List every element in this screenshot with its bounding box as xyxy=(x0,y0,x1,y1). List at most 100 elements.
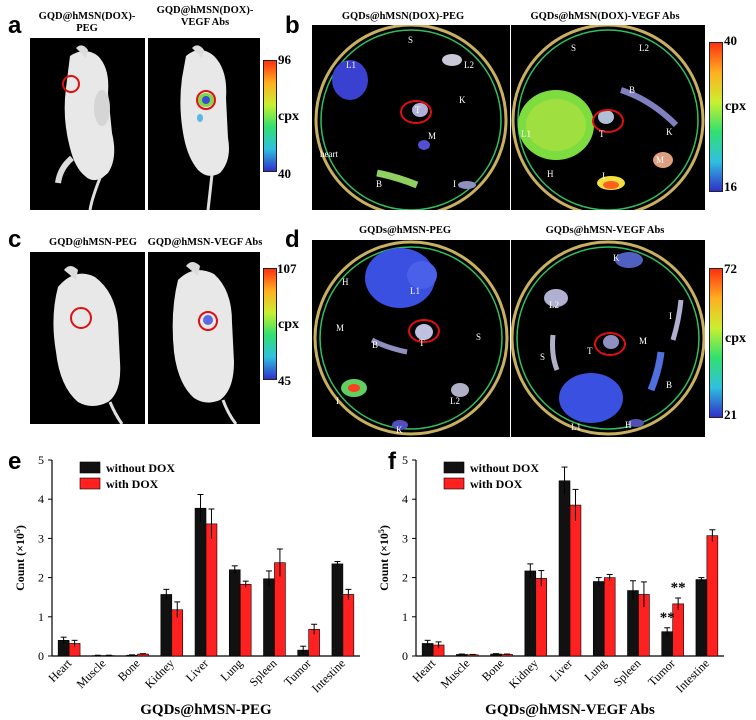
panel-d-left-organ-S: S xyxy=(476,332,482,342)
chart-e-xtick-label: Heart xyxy=(45,656,74,685)
panel-b-right-organ-K: K xyxy=(666,127,673,137)
chart-e-xtick-label: Intestine xyxy=(309,656,348,695)
panel-d-colorbar xyxy=(709,268,723,418)
panel-d-left-organ-I: I xyxy=(336,396,339,406)
chart-e-bar-without-dox xyxy=(160,594,173,657)
panel-d-colorbar-min: 21 xyxy=(724,407,737,422)
chart-e-ytick-label: 1 xyxy=(38,610,44,624)
chart-e-bar-with-dox xyxy=(342,594,355,657)
panel-b-left-organ-heart: heart xyxy=(320,149,338,159)
chart-f-significance-mark: ** xyxy=(660,610,675,626)
panel-c-left-mouse-image xyxy=(30,252,145,424)
panel-b-right-dish-image: S L2 B L1 T K H M I xyxy=(511,25,705,210)
chart-f-xtick-label: Tumor xyxy=(645,656,678,689)
panel-b-right-organ-H: H xyxy=(547,169,554,179)
panel-a-colorbar-max: 96 xyxy=(278,52,291,67)
panel-c-colorbar-unit: cpx xyxy=(278,317,299,332)
chart-e-xtick-label: Tumor xyxy=(281,656,314,689)
panel-letter-e: e xyxy=(8,448,22,475)
panel-b-colorbar-min: 16 xyxy=(724,179,737,194)
panel-d-right-organ-L1: L1 xyxy=(571,422,581,432)
panel-d-right-organ-L2: L2 xyxy=(549,300,559,310)
chart-e-ytick-label: 4 xyxy=(38,492,44,506)
chart-e-legend-label: without DOX xyxy=(106,461,175,475)
panel-d-right-tumor-circle xyxy=(594,332,626,356)
chart-f-legend-swatch xyxy=(443,461,465,474)
chart-f-xtick-label: Lung xyxy=(582,656,610,684)
panel-d-left-organ-B: B xyxy=(372,340,379,350)
panel-letter-b: b xyxy=(285,12,300,39)
panel-d-left-organ-M: M xyxy=(336,323,345,333)
panel-c-colorbar-max: 107 xyxy=(277,261,297,276)
panel-letter-d: d xyxy=(285,226,300,253)
panel-b-left-organ-L1: L1 xyxy=(346,60,356,70)
chart-f-ytick-label: 3 xyxy=(402,531,408,545)
panel-c-right-tumor-circle xyxy=(198,311,218,331)
chart-f-xtick-label: Muscle xyxy=(438,656,473,691)
chart-e-bar-with-dox xyxy=(205,523,218,657)
panel-a-left-label: GQD@hMSN(DOX)-PEG xyxy=(38,11,136,34)
panel-d-colorbar-unit: cpx xyxy=(725,331,746,346)
panel-d-left-organ-L1: L1 xyxy=(410,286,420,296)
chart-f-xtick-label: Heart xyxy=(409,656,438,685)
chart-e-ylabel: Count (×105) xyxy=(13,525,28,591)
panel-letter-a: a xyxy=(8,12,22,39)
chart-f-bar-with-dox xyxy=(569,504,582,657)
chart-f-xlabel: GQDs@hMSN-VEGF Abs xyxy=(485,702,655,718)
panel-b-right-organ-S: S xyxy=(571,43,577,53)
panel-b-left-tumor-circle xyxy=(400,100,432,124)
panel-d-left-organ-H: H xyxy=(342,277,349,287)
panel-b-right-organ-I: I xyxy=(602,171,605,181)
panel-b-left-organ-S: S xyxy=(408,35,414,45)
panel-b-colorbar-max: 40 xyxy=(724,33,737,48)
panel-b-right-tumor-circle xyxy=(592,109,624,133)
panel-a-left-mouse-image xyxy=(30,38,145,210)
chart-e-legend-swatch xyxy=(79,477,101,490)
panel-a-colorbar-min: 40 xyxy=(278,166,291,181)
panel-b-colorbar xyxy=(709,42,723,192)
chart-e-ytick-label: 5 xyxy=(38,453,44,467)
chart-f-bar-without-dox xyxy=(524,570,537,657)
chart-e-xlabel: GQDs@hMSN-PEG xyxy=(140,702,272,718)
panel-c-left-label: GQD@hMSN-PEG xyxy=(49,237,137,248)
panel-letter-c: c xyxy=(8,226,22,253)
chart-f-legend-label: with DOX xyxy=(470,477,523,491)
panel-d-left-organ-K: K xyxy=(396,425,403,435)
chart-e-ytick-label: 2 xyxy=(38,571,44,585)
panel-b-left-label: GQDs@hMSN(DOX)-PEG xyxy=(341,11,465,22)
chart-e-legend-label: with DOX xyxy=(106,477,159,491)
chart-e-bar-without-dox xyxy=(331,563,344,657)
panel-c-colorbar xyxy=(263,268,277,380)
panel-c-colorbar-min: 45 xyxy=(278,373,291,388)
panel-b-left-organ-K: K xyxy=(459,95,466,105)
chart-e-xtick-label: Liver xyxy=(183,656,211,684)
panel-b-right-label: GQDs@hMSN(DOX)-VEGF Abs xyxy=(530,11,680,22)
chart-f-bar-with-dox xyxy=(603,577,616,657)
panel-b-left-dish-image: L1 S L2 T K M heart B I xyxy=(312,25,510,210)
panel-a-left-tumor-circle xyxy=(62,75,80,93)
chart-f-bar-without-dox xyxy=(592,581,605,657)
panel-a-colorbar xyxy=(263,60,277,172)
panel-d-right-organ-B: B xyxy=(666,380,673,390)
panel-d-right-dish-image: K L2 I S T M B L1 H xyxy=(511,240,705,437)
chart-e-xtick-label: Spleen xyxy=(247,656,280,689)
chart-e-xtick-label: Lung xyxy=(218,656,246,684)
chart-f-ylabel: Count (×105) xyxy=(378,525,391,591)
chart-f-bar-without-dox xyxy=(558,480,571,657)
panel-b-left-organ-B: B xyxy=(376,179,383,189)
chart-e-bar-with-dox xyxy=(274,562,286,657)
panel-d-left-tumor-circle xyxy=(408,319,440,343)
panel-a-right-label: GQD@hMSN(DOX)- VEGF Abs xyxy=(156,5,254,28)
panel-b-left-organ-T: T xyxy=(415,105,421,115)
panel-d-right-label: GQDs@hMSN-VEGF Abs xyxy=(545,225,665,236)
chart-e-bar-with-dox xyxy=(239,583,252,657)
chart-f-xtick-label: Spleen xyxy=(611,656,644,689)
chart-f-significance-mark: ** xyxy=(671,580,686,596)
chart-e-bar-without-dox xyxy=(194,507,207,657)
panel-c-left-tumor-circle xyxy=(70,307,92,329)
panel-a-colorbar-unit: cpx xyxy=(278,109,299,124)
chart-f-ytick-label: 5 xyxy=(402,453,408,467)
chart-f-ytick-label: 4 xyxy=(402,492,408,506)
